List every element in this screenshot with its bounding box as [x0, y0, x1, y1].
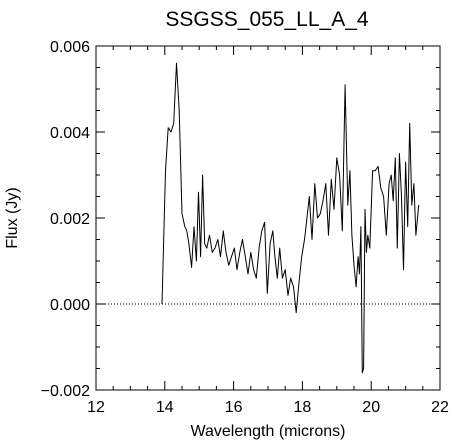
y-tick-label: 0.006	[50, 39, 90, 56]
series-group	[161, 62, 420, 374]
x-tick-label: 18	[294, 399, 312, 416]
x-tick-label: 12	[87, 399, 105, 416]
y-axis: −0.002 0.000 0.002 0.004 0.006	[41, 39, 440, 400]
x-tick-label: 22	[431, 399, 449, 416]
plot-frame	[95, 45, 441, 391]
x-tick-label: 16	[225, 399, 243, 416]
y-axis-title: Flux (Jy)	[4, 187, 21, 248]
y-tick-label: 0.002	[50, 211, 90, 228]
y-tick-label: −0.002	[41, 383, 90, 400]
y-tick-label: 0.000	[50, 297, 90, 314]
x-axis-title: Wavelength (microns)	[190, 423, 345, 440]
y-tick-label: 0.004	[50, 125, 90, 142]
chart-title: SSGSS_055_LL_A_4	[165, 8, 368, 31]
x-tick-label: 14	[156, 399, 174, 416]
x-axis: 12 14 16 18 20 22	[87, 46, 449, 416]
x-tick-label: 20	[362, 399, 380, 416]
series-line	[161, 62, 420, 374]
